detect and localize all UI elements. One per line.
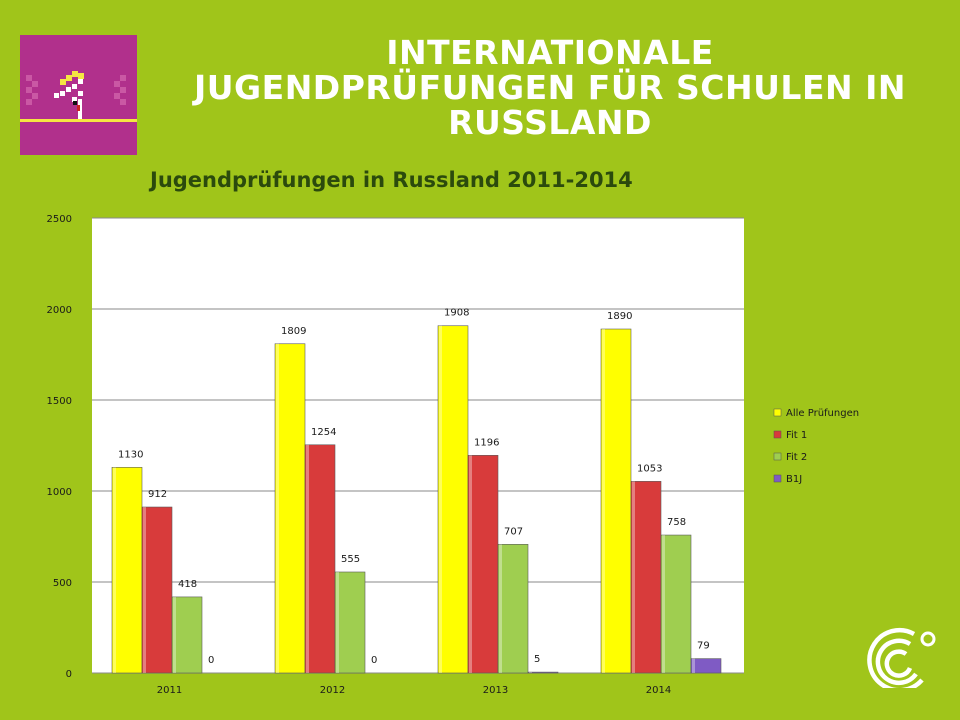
bar-highlight (113, 467, 116, 673)
bar-highlight (662, 535, 665, 673)
bar (437, 325, 469, 674)
y-tick-label: 500 (53, 578, 72, 589)
data-label: 1196 (474, 437, 499, 448)
y-tick-label: 0 (66, 669, 72, 680)
legend-label: Alle Prüfungen (786, 408, 859, 419)
bar-highlight (306, 444, 309, 673)
bar (141, 506, 173, 674)
bar (111, 467, 143, 674)
bar (690, 658, 722, 674)
bar (171, 596, 203, 674)
bar (630, 481, 662, 674)
x-tick-label: 2012 (320, 685, 345, 696)
bar-highlight (173, 596, 176, 673)
bar-highlight (692, 658, 695, 673)
data-label: 1130 (118, 449, 143, 460)
bar-highlight (143, 507, 146, 673)
y-tick-label: 1500 (47, 396, 72, 407)
legend-label: Fit 2 (786, 452, 807, 463)
legend-label: Fit 1 (786, 430, 807, 441)
bar (600, 328, 632, 674)
bar-highlight (469, 455, 472, 673)
bar (527, 671, 559, 674)
data-label: 0 (371, 655, 377, 666)
bar (467, 455, 499, 674)
legend: Alle Prüfungen Fit 1 Fit 2 B1J (773, 408, 859, 485)
x-tick-label: 2011 (157, 685, 182, 696)
data-label: 1890 (607, 311, 632, 322)
bar-highlight (632, 481, 635, 673)
bar (660, 534, 692, 674)
goethe-institut-swirl-icon (867, 628, 936, 688)
data-label: 555 (341, 554, 360, 565)
data-label: 912 (148, 489, 167, 500)
hurdle-runner-pixel-icon (20, 71, 137, 122)
x-axis: 2011 2012 2013 2014 (157, 685, 671, 696)
data-label: 5 (534, 654, 540, 665)
x-tick-label: 2014 (646, 685, 671, 696)
data-label: 758 (667, 517, 686, 528)
bar (334, 571, 366, 674)
chart-title: Jugendprüfungen in Russland 2011-2014 (150, 168, 633, 192)
data-label: 418 (178, 579, 197, 590)
data-label: 1053 (637, 463, 662, 474)
legend-swatch (773, 452, 782, 461)
data-label: 1809 (281, 326, 306, 337)
bar-highlight (336, 571, 339, 673)
data-label: 707 (504, 526, 523, 537)
bar (274, 343, 306, 674)
bars (111, 325, 722, 674)
legend-swatch (773, 474, 782, 483)
y-tick-label: 2500 (47, 214, 72, 225)
legend-label: B1J (786, 474, 802, 485)
exam-logo (20, 35, 137, 155)
data-label: 1254 (311, 427, 336, 438)
legend-swatch (773, 430, 782, 439)
legend-swatch (773, 408, 782, 417)
x-tick-label: 2013 (483, 685, 508, 696)
data-label: 1908 (444, 308, 469, 319)
bar-highlight (276, 343, 279, 673)
bar (497, 544, 529, 674)
page-title: INTERNATIONALE JUGENDPRÜFUNGEN FÜR SCHUL… (193, 33, 906, 142)
y-axis: 0 500 1000 1500 2000 2500 (47, 214, 72, 680)
bar-highlight (529, 672, 532, 673)
data-label: 79 (697, 641, 710, 652)
bar-highlight (499, 544, 502, 673)
bar (304, 444, 336, 674)
bar-highlight (602, 329, 605, 673)
data-labels: 1130 912 418 0 1809 1254 555 0 1908 1196 707 5 1890 1… (118, 308, 710, 666)
y-tick-label: 1000 (47, 487, 72, 498)
data-label: 0 (208, 655, 214, 666)
bar-highlight (439, 325, 442, 673)
y-tick-label: 2000 (47, 305, 72, 316)
